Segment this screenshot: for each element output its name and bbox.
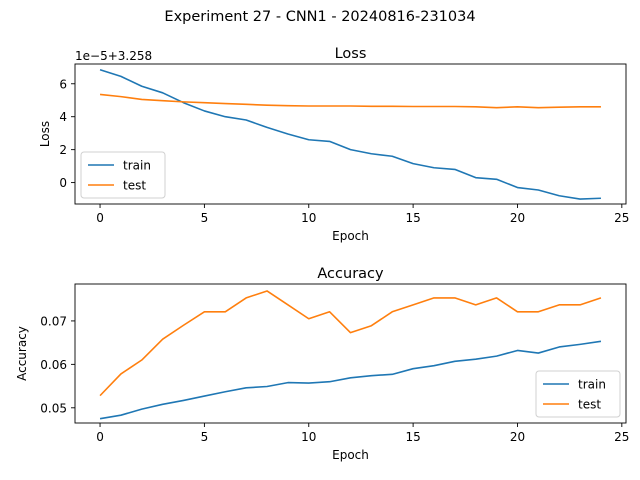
- figure-title: Experiment 27 - CNN1 - 20240816-231034: [164, 9, 475, 25]
- y-tick-label: 0.07: [40, 314, 67, 328]
- legend-box: [80, 151, 166, 199]
- x-tick-label: 0: [96, 211, 104, 225]
- legend-label-test: test: [578, 398, 601, 412]
- chart-title: Loss: [335, 46, 367, 62]
- x-tick-label: 20: [510, 211, 525, 225]
- series-line-train: [99, 68, 601, 200]
- legend-label-train: train: [578, 378, 606, 392]
- legend-box: [535, 370, 621, 418]
- x-tick-label: 5: [201, 430, 209, 444]
- axes-frame: [74, 63, 627, 205]
- x-tick-label: 25: [614, 211, 629, 225]
- x-tick-label: 15: [405, 211, 420, 225]
- x-tick-label: 10: [301, 211, 316, 225]
- loss-chart: Loss 0 5 10 15 20 25 0 2 4 6 Epoch Loss 1e−5+3.258 tra…: [38, 46, 629, 243]
- legend: train test: [535, 370, 621, 418]
- series-line-train: [99, 340, 602, 420]
- series-line-test: [99, 290, 602, 397]
- chart-title: Accuracy: [317, 266, 384, 282]
- y-tick-label: 4: [59, 110, 67, 124]
- x-tick-label: 0: [96, 430, 104, 444]
- x-tick-label: 15: [405, 430, 420, 444]
- y-tick-label: 0.05: [40, 401, 67, 415]
- y-tick-label: 6: [59, 77, 67, 91]
- accuracy-chart: Accuracy 0 5 10 15 20 25 0.05 0.06 0.07 Epoch Accur…: [15, 266, 629, 462]
- y-tick-label: 0.06: [40, 358, 67, 372]
- x-tick-label: 25: [614, 430, 629, 444]
- y-tick-label: 0: [59, 176, 67, 190]
- axes-frame: [74, 283, 627, 424]
- x-tick-label: 5: [201, 211, 209, 225]
- y-offset-label: 1e−5+3.258: [75, 49, 152, 63]
- x-axis-label: Epoch: [332, 229, 369, 243]
- x-tick-label: 20: [510, 430, 525, 444]
- y-axis-label: Accuracy: [15, 326, 29, 381]
- y-tick-label: 2: [59, 143, 67, 157]
- x-tick-label: 10: [301, 430, 316, 444]
- series-line-test: [99, 93, 601, 109]
- x-axis-label: Epoch: [332, 448, 369, 462]
- y-axis-label: Loss: [38, 121, 52, 147]
- legend: train test: [80, 151, 166, 199]
- legend-label-train: train: [123, 159, 151, 173]
- legend-label-test: test: [123, 179, 146, 193]
